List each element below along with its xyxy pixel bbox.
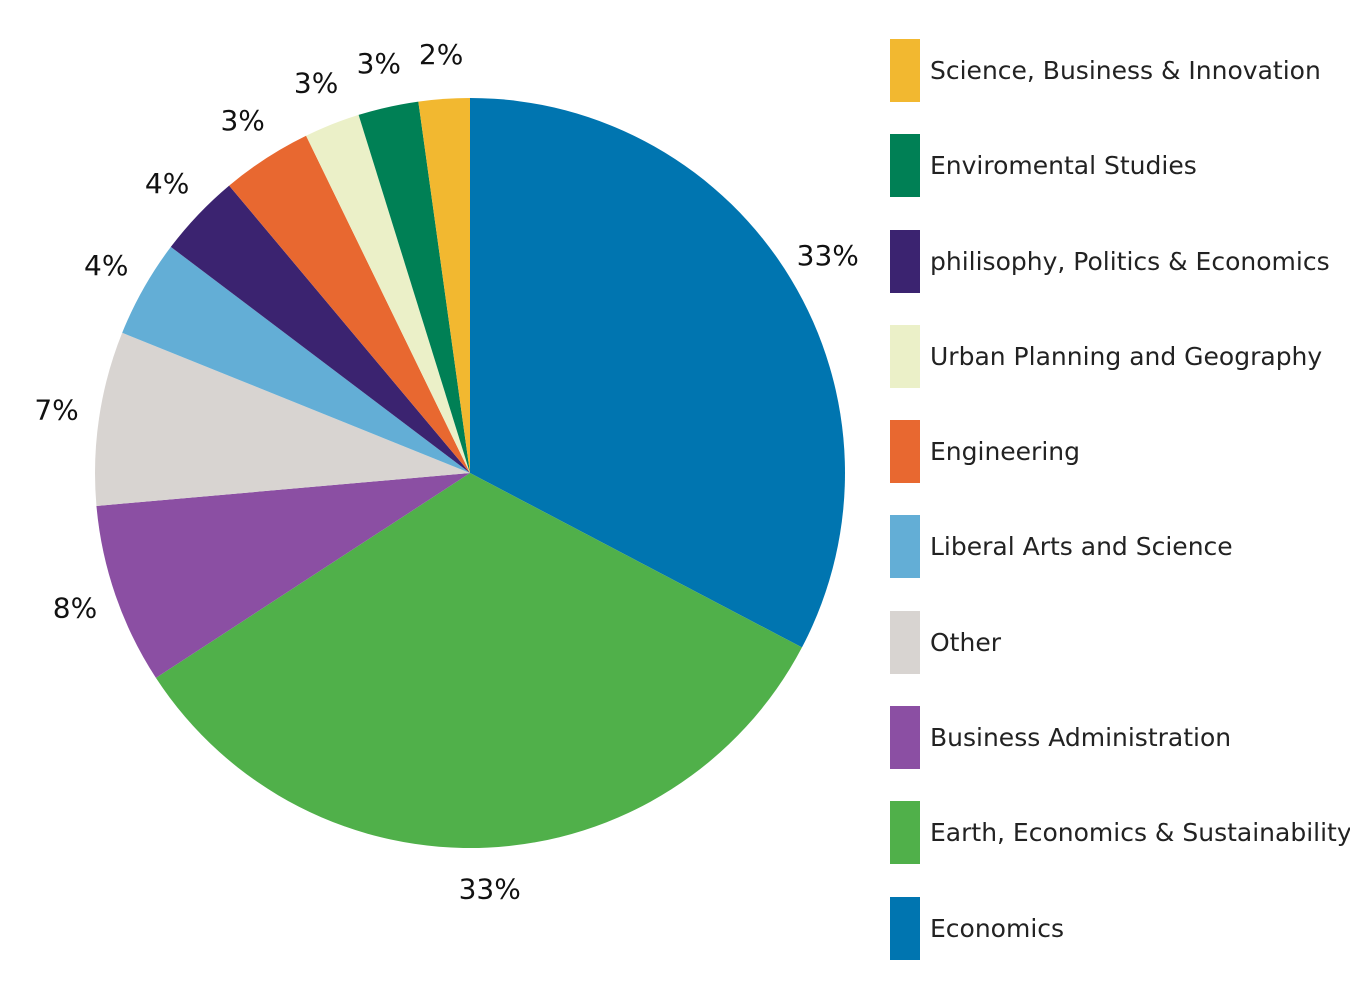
slice-label: 8% bbox=[53, 592, 97, 625]
pie-slice bbox=[122, 246, 470, 473]
legend-item: Business Administration bbox=[890, 706, 1350, 770]
pie-slice bbox=[418, 98, 470, 473]
slice-label: 3% bbox=[220, 104, 264, 137]
pie-slice bbox=[306, 114, 470, 474]
legend-item: Economics bbox=[890, 896, 1350, 960]
legend-label: Liberal Arts and Science bbox=[930, 532, 1233, 562]
legend: Science, Business & Innovation Enviroment… bbox=[890, 39, 1350, 992]
legend-swatch bbox=[890, 610, 920, 674]
legend-swatch bbox=[890, 420, 920, 484]
legend-item: Urban Planning and Geography bbox=[890, 324, 1350, 388]
legend-item: Other bbox=[890, 610, 1350, 674]
legend-label: Earth, Economics & Sustainability bbox=[930, 818, 1350, 848]
slice-label: 2% bbox=[419, 38, 463, 71]
legend-item: Earth, Economics & Sustainability bbox=[890, 801, 1350, 865]
legend-label: Enviromental Studies bbox=[930, 151, 1197, 181]
slice-label: 33% bbox=[459, 873, 521, 906]
legend-swatch bbox=[890, 324, 920, 388]
legend-item: Engineering bbox=[890, 420, 1350, 484]
legend-label: Science, Business & Innovation bbox=[930, 56, 1321, 85]
pie-slice bbox=[229, 135, 470, 474]
legend-swatch bbox=[890, 39, 920, 102]
legend-label: philisophy, Politics & Economics bbox=[930, 246, 1330, 276]
legend-swatch bbox=[890, 134, 920, 198]
legend-swatch bbox=[890, 706, 920, 770]
slice-label: 33% bbox=[797, 239, 859, 272]
legend-label: Business Administration bbox=[930, 723, 1232, 753]
legend-swatch bbox=[890, 229, 920, 293]
legend-item: Liberal Arts and Science bbox=[890, 515, 1350, 579]
pie-slice bbox=[155, 473, 802, 848]
slice-label: 3% bbox=[357, 47, 401, 80]
legend-item: Enviromental Studies bbox=[890, 134, 1350, 198]
pie-slice bbox=[470, 98, 845, 648]
legend-swatch bbox=[890, 896, 920, 960]
legend-swatch bbox=[890, 515, 920, 579]
pie-slice bbox=[96, 473, 471, 678]
slice-label: 7% bbox=[34, 394, 78, 427]
pie-chart: 33% 33% 8% 7% 4% 4% 3% 3% 3% 2% bbox=[34, 38, 859, 906]
legend-label: Engineering bbox=[930, 437, 1080, 467]
legend-label: Urban Planning and Geography bbox=[930, 341, 1323, 371]
legend-label: Other bbox=[930, 627, 1001, 657]
pie-slice bbox=[95, 332, 470, 506]
slice-label: 4% bbox=[145, 167, 189, 200]
legend-item: philisophy, Politics & Economics bbox=[890, 229, 1350, 293]
legend-label: Economics bbox=[930, 913, 1065, 943]
slice-label: 3% bbox=[294, 66, 338, 99]
pie-slice bbox=[170, 185, 470, 473]
pie-slice bbox=[358, 101, 470, 473]
legend-item: Science, Business & Innovation bbox=[890, 39, 1350, 102]
legend-swatch bbox=[890, 801, 920, 865]
slice-label: 4% bbox=[84, 249, 128, 282]
